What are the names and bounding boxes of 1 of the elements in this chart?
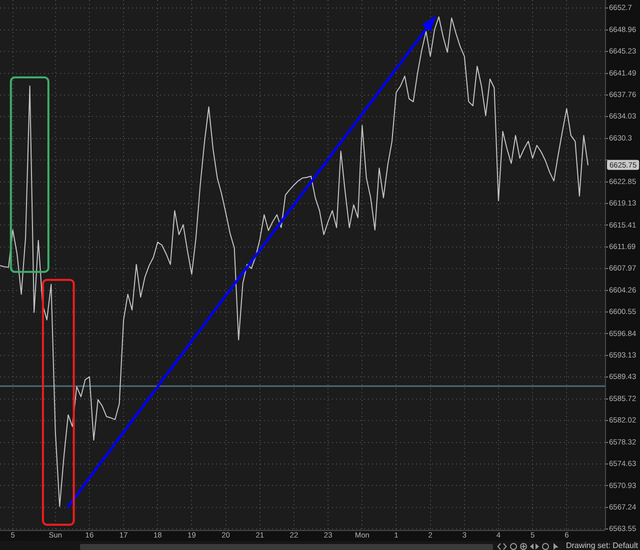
text: Drawing set: Default (566, 541, 638, 550)
